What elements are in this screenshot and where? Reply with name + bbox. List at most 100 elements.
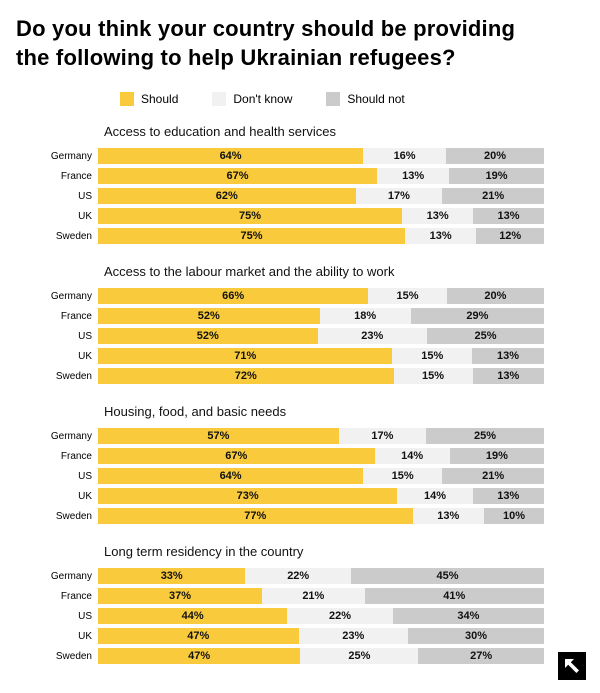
- bar-value-label: 72%: [234, 370, 257, 383]
- stacked-bar: 52% 23% 25%: [98, 328, 544, 345]
- bar-row: France 52% 18% 29%: [16, 306, 584, 326]
- bar-value-label: 13%: [497, 370, 520, 383]
- bar-value-label: 57%: [207, 430, 230, 443]
- chart-group: Access to the labour market and the abil…: [16, 264, 584, 386]
- bar-segment-should: 37%: [98, 588, 263, 605]
- bar-segment-should: 77%: [98, 508, 413, 525]
- bar-value-label: 13%: [497, 210, 520, 223]
- bar-segment-should-not: 25%: [426, 428, 544, 445]
- bar-value-label: 25%: [474, 330, 497, 343]
- publisher-logo: [558, 652, 586, 680]
- bar-segment-don-t-know: 15%: [393, 368, 473, 385]
- stacked-bar: 44% 22% 34%: [98, 608, 544, 625]
- bar-value-label: 62%: [215, 190, 238, 203]
- bar-segment-should-not: 13%: [473, 208, 545, 225]
- bar-row: UK 71% 15% 13%: [16, 346, 584, 366]
- bar-segment-should-not: 34%: [392, 608, 544, 625]
- bar-segment-should: 72%: [98, 368, 394, 385]
- bar-value-label: 52%: [196, 330, 219, 343]
- chart-title-line-2: the following to help Ukrainian refugees…: [16, 45, 456, 71]
- row-label: UK: [78, 210, 92, 222]
- stacked-bar: 67% 14% 19%: [98, 448, 544, 465]
- bar-value-label: 75%: [240, 230, 263, 243]
- bar-value-label: 67%: [226, 170, 249, 183]
- bar-segment-should-not: 13%: [472, 488, 544, 505]
- legend: Should Don't know Should not: [120, 92, 584, 107]
- bar-row: UK 73% 14% 13%: [16, 486, 584, 506]
- bar-segment-don-t-know: 13%: [412, 508, 484, 525]
- bar-segment-don-t-know: 15%: [363, 468, 443, 485]
- row-label: Sweden: [55, 510, 92, 522]
- row-label: US: [78, 470, 92, 482]
- bar-value-label: 52%: [197, 310, 220, 323]
- bar-segment-should-not: 21%: [442, 468, 544, 485]
- row-label: Sweden: [55, 370, 92, 382]
- legend-label: Don't know: [233, 92, 293, 107]
- bar-value-label: 45%: [436, 570, 459, 583]
- stacked-bar: 73% 14% 13%: [98, 488, 544, 505]
- stacked-bar: 66% 15% 20%: [98, 288, 544, 305]
- bar-segment-don-t-know: 13%: [402, 208, 474, 225]
- legend-item: Don't know: [212, 92, 293, 107]
- bar-value-label: 21%: [482, 470, 505, 483]
- row-label: US: [78, 190, 92, 202]
- bar-segment-should: 75%: [98, 228, 405, 245]
- bar-row: Germany 66% 15% 20%: [16, 286, 584, 306]
- bar-value-label: 15%: [396, 290, 419, 303]
- bar-value-label: 13%: [437, 510, 460, 523]
- group-title: Long term residency in the country: [104, 544, 304, 560]
- bar-segment-don-t-know: 17%: [355, 188, 443, 205]
- chart-title-line-1: Do you think your country should be prov…: [16, 16, 516, 41]
- bar-row: Sweden 75% 13% 12%: [16, 226, 584, 246]
- stacked-bar: 72% 15% 13%: [98, 368, 544, 385]
- bar-row: US 44% 22% 34%: [16, 606, 584, 626]
- bar-segment-should: 47%: [98, 648, 301, 665]
- bar-value-label: 13%: [497, 350, 520, 363]
- bar-value-label: 73%: [236, 490, 259, 503]
- bar-segment-should: 71%: [98, 348, 393, 365]
- chart-group: Long term residency in the country German…: [16, 544, 584, 666]
- bar-value-label: 13%: [429, 230, 452, 243]
- bar-value-label: 20%: [484, 290, 507, 303]
- bar-value-label: 71%: [234, 350, 257, 363]
- group-title: Access to the labour market and the abil…: [104, 264, 395, 280]
- bar-segment-don-t-know: 22%: [287, 608, 393, 625]
- stacked-bar: 37% 21% 41%: [98, 588, 544, 605]
- bar-segment-should: 44%: [98, 608, 288, 625]
- bar-row: US 62% 17% 21%: [16, 186, 584, 206]
- bar-value-label: 13%: [402, 170, 425, 183]
- bar-value-label: 37%: [168, 590, 192, 603]
- bar-row: US 52% 23% 25%: [16, 326, 584, 346]
- bar-row: UK 75% 13% 13%: [16, 206, 584, 226]
- bar-segment-don-t-know: 21%: [262, 588, 365, 605]
- bar-segment-should-not: 21%: [442, 188, 544, 205]
- bar-value-label: 33%: [160, 570, 183, 583]
- bar-value-label: 22%: [287, 570, 310, 583]
- bar-row: Germany 33% 22% 45%: [16, 566, 584, 586]
- stacked-bar: 62% 17% 21%: [98, 188, 544, 205]
- legend-label: Should not: [347, 92, 405, 107]
- bar-segment-should-not: 27%: [418, 648, 544, 665]
- bar-segment-should: 47%: [98, 628, 299, 645]
- bar-segment-don-t-know: 16%: [363, 148, 446, 165]
- arrow-up-left-icon: [558, 652, 586, 680]
- row-label: Germany: [50, 290, 92, 302]
- group-title: Housing, food, and basic needs: [104, 404, 287, 420]
- bar-segment-should: 73%: [98, 488, 398, 505]
- bar-value-label: 47%: [187, 630, 210, 643]
- bar-row: France 37% 21% 41%: [16, 586, 584, 606]
- bar-value-label: 13%: [426, 210, 449, 223]
- bar-value-label: 18%: [354, 310, 377, 323]
- legend-label: Should: [141, 92, 179, 107]
- bar-segment-should: 67%: [98, 448, 375, 465]
- bar-value-label: 41%: [443, 590, 466, 603]
- stacked-bar: 52% 18% 29%: [98, 308, 544, 325]
- legend-item: Should not: [326, 92, 405, 107]
- bar-row: US 64% 15% 21%: [16, 466, 584, 486]
- bar-value-label: 15%: [422, 370, 445, 383]
- bar-segment-should-not: 30%: [408, 628, 544, 645]
- row-label: France: [60, 450, 92, 462]
- bar-segment-don-t-know: 18%: [319, 308, 411, 325]
- bar-value-label: 66%: [222, 290, 245, 303]
- stacked-bar: 47% 23% 30%: [98, 628, 544, 645]
